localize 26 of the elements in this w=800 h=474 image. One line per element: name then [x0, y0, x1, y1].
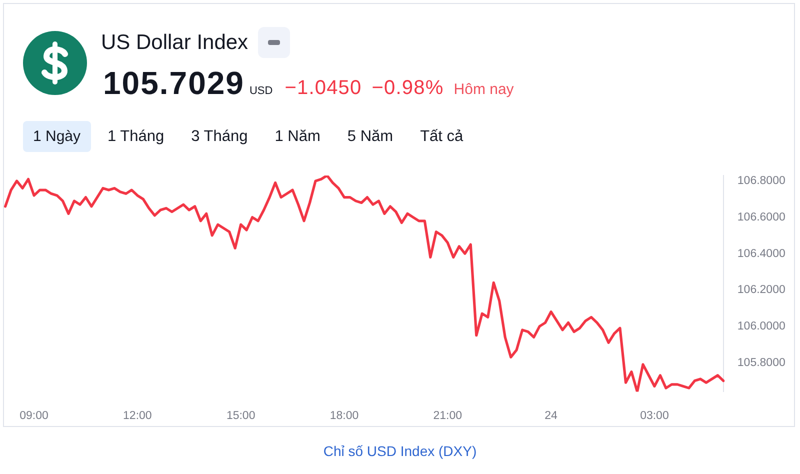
x-tick-label: 15:00 [226, 410, 256, 422]
x-tick-label: 09:00 [20, 410, 48, 422]
text: 1 Năm [274, 128, 320, 145]
y-tick-label: 106.2000 [737, 284, 786, 296]
x-tick-label: 21:00 [433, 410, 462, 422]
text: USD [249, 85, 273, 97]
y-tick-label: 106.4000 [737, 248, 786, 260]
text: Chỉ số USD Index (DXY) [323, 443, 477, 459]
y-tick-label: 105.8000 [737, 356, 786, 369]
x-tick-label: 12:00 [123, 410, 152, 422]
chart-title: US Dollar Index [101, 31, 248, 54]
text: 105.7029 [103, 65, 244, 101]
text: −1.0450 [284, 77, 362, 99]
x-tick-label: 24 [544, 410, 558, 422]
text: Tất cả [420, 128, 464, 145]
text: 3 Tháng [191, 128, 248, 145]
text: −0.98% [372, 77, 444, 99]
x-tick-label: 18:00 [330, 410, 359, 422]
y-tick-label: 106.8000 [737, 175, 786, 188]
y-tick-label: 106.6000 [737, 211, 786, 224]
y-tick-label: 106.0000 [737, 320, 786, 332]
text: 5 Năm [347, 128, 394, 145]
text: Hôm nay [454, 81, 514, 98]
x-tick-label: 03:00 [640, 410, 669, 422]
selected-range-button: 1 Ngày [23, 121, 91, 152]
text: 1 Tháng [108, 128, 164, 145]
